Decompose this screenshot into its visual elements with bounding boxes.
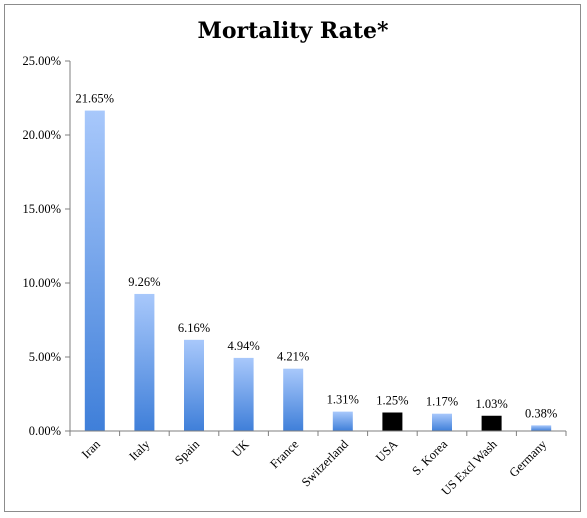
data-label: 1.03% [475,397,507,411]
bar [481,415,502,431]
bar [184,339,204,431]
y-axis: 0.00% 5.00% 10.00% 15.00% 20.00% 25.00% [22,54,70,438]
category-label: Iran [79,437,104,462]
bar [283,368,304,431]
y-tick-label: 10.00% [22,276,61,290]
category-label: USA [373,437,401,465]
y-tick-label: 25.00% [22,54,61,68]
data-label: 21.65% [76,92,115,106]
data-label: 4.21% [277,350,309,364]
data-label: 1.17% [426,395,458,409]
bar [382,412,403,431]
data-label: 1.31% [327,393,359,407]
bar [134,293,155,431]
y-tick-label: 15.00% [22,202,61,216]
category-label: UK [229,437,252,460]
data-labels-group: 21.65% 9.26% 6.16% 4.94% 4.21% 1.31% 1.25% 1.17… [76,92,558,421]
bar [233,357,254,431]
data-label: 1.25% [376,394,408,408]
category-label: Italy [126,437,153,464]
y-tick-label: 0.00% [29,424,61,438]
y-tick-label: 5.00% [29,350,61,364]
bars-group [84,110,552,431]
bar [332,411,353,431]
category-label: France [267,437,301,471]
category-label: Germany [507,437,550,480]
category-label: Switzerland [299,437,352,490]
chart-title: Mortality Rate* [197,18,389,44]
data-label: 9.26% [128,275,160,289]
bar [84,110,105,431]
data-label: 4.94% [227,339,259,353]
category-label: S. Korea [409,437,450,478]
data-label: 6.16% [178,321,210,335]
data-label: 0.38% [525,406,557,420]
category-label: Spain [172,437,203,468]
bar [432,413,452,431]
y-tick-label: 20.00% [22,128,61,142]
bar [531,425,552,431]
